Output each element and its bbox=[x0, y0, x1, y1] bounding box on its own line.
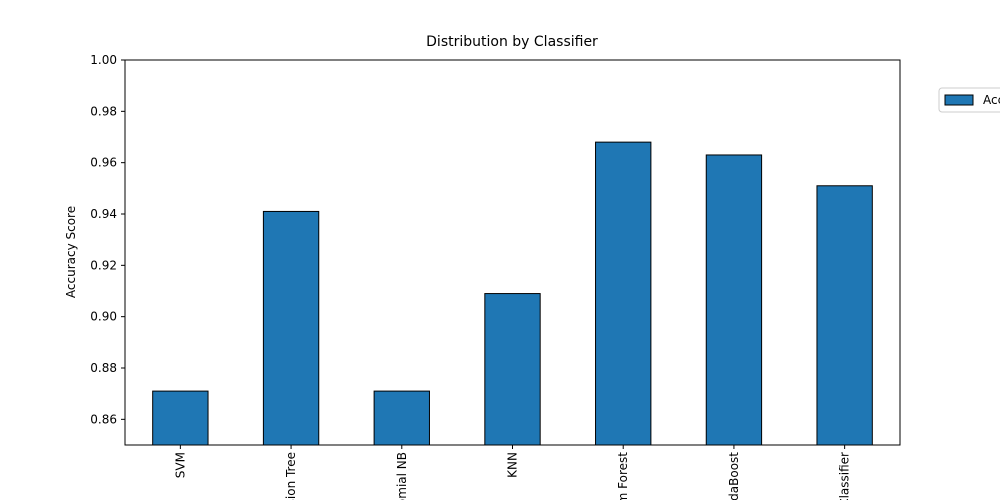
bar bbox=[595, 141, 652, 446]
x-tick-label: AdaBoost bbox=[727, 452, 741, 500]
plot-frame bbox=[124, 59, 901, 446]
bar bbox=[262, 210, 320, 446]
legend-swatch bbox=[944, 94, 974, 106]
legend-label: Accuracy bbox=[983, 93, 1000, 107]
x-tick-label: SVM bbox=[173, 452, 187, 478]
bar bbox=[373, 390, 430, 446]
y-tick-label: 0.86 bbox=[90, 412, 117, 426]
x-tick-label: KNN bbox=[506, 452, 520, 478]
y-tick-label: 0.92 bbox=[90, 258, 117, 272]
bar bbox=[152, 390, 209, 446]
y-tick-label: 1.00 bbox=[90, 53, 117, 67]
x-tick-label: Multinomial NB bbox=[395, 452, 409, 500]
x-tick-label: Random Forest bbox=[616, 452, 630, 500]
y-tick-label: 0.94 bbox=[90, 207, 117, 221]
y-tick-label: 0.88 bbox=[90, 361, 117, 375]
bar bbox=[816, 185, 873, 446]
x-tick-label: Decision Tree bbox=[284, 452, 298, 500]
y-tick-label: 0.96 bbox=[90, 156, 117, 170]
y-axis-label: Accuracy Score bbox=[64, 206, 78, 298]
bar bbox=[484, 293, 541, 446]
bar bbox=[705, 154, 763, 446]
y-tick-label: 0.90 bbox=[90, 310, 117, 324]
y-tick-label: 0.98 bbox=[90, 104, 117, 118]
chart-title: Distribution by Classifier bbox=[426, 34, 598, 50]
x-tick-label: Voting Classifier bbox=[838, 452, 852, 500]
